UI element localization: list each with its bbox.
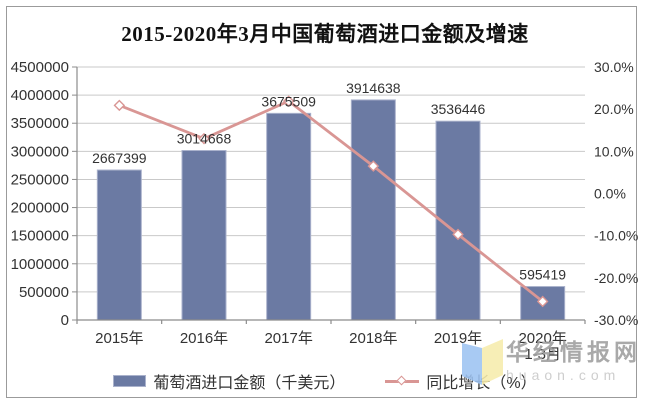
x-axis-sublabel: 1-3月 bbox=[524, 346, 561, 363]
yoy-growth-marker-2017年 bbox=[282, 95, 295, 107]
y-axis-right-tick-label: -10.0% bbox=[594, 228, 638, 244]
bar-value-label: 595419 bbox=[519, 267, 566, 283]
yoy-growth-marker-2015年 bbox=[113, 99, 126, 112]
x-axis-label: 2017年 bbox=[264, 330, 312, 347]
y-axis-right-tick-label: -20.0% bbox=[594, 270, 638, 286]
y-axis-left-tick-label: 4000000 bbox=[11, 87, 69, 104]
bar-value-label: 3014668 bbox=[177, 131, 232, 147]
y-axis-left-tick-label: 1500000 bbox=[11, 228, 69, 245]
y-axis-right-tick-label: 30.0% bbox=[594, 59, 634, 75]
y-axis-left-tick-label: 3500000 bbox=[11, 115, 69, 132]
y-axis-left-tick-label: 2000000 bbox=[11, 200, 69, 217]
bar-value-label: 3914638 bbox=[346, 80, 401, 96]
watermark-site-url: huaon.com bbox=[506, 367, 621, 383]
yoy-growth-marker-2020年 bbox=[536, 295, 549, 308]
legend-bar-swatch-icon bbox=[113, 375, 147, 387]
y-axis-left-tick-label: 1000000 bbox=[11, 256, 69, 273]
yoy-growth-marker-2019年 bbox=[452, 228, 464, 241]
bar-2018年 bbox=[350, 99, 396, 321]
x-axis-label: 2015年 bbox=[95, 330, 143, 347]
legend-line-diamond-icon bbox=[396, 375, 407, 386]
y-axis-left-tick-label: 0 bbox=[61, 312, 69, 329]
y-axis-left-tick-label: 3000000 bbox=[11, 143, 69, 160]
yoy-growth-marker-2016年 bbox=[198, 132, 210, 145]
legend-label-import-amount: 葡萄酒进口金额（千美元） bbox=[153, 375, 346, 392]
y-axis-right-tick-label: 0.0% bbox=[594, 186, 626, 202]
x-axis-label: 2019年 bbox=[434, 330, 482, 347]
yoy-growth-line bbox=[117, 99, 545, 303]
bar-2017年 bbox=[266, 112, 312, 321]
x-axis-label: 2018年 bbox=[349, 330, 397, 347]
watermark-text: 华经情报网 huaon.com bbox=[506, 339, 641, 383]
bar-2019年 bbox=[435, 120, 481, 321]
watermark: 华经情报网 huaon.com bbox=[461, 339, 641, 386]
y-axis-left-tick-label: 500000 bbox=[19, 284, 69, 301]
watermark-book-icon bbox=[462, 339, 503, 385]
bar-2016年 bbox=[181, 150, 227, 321]
legend-line-swatch-icon bbox=[385, 375, 420, 387]
x-axis-label: 2016年 bbox=[180, 330, 228, 347]
bar-2015年 bbox=[96, 169, 142, 321]
bar-value-label: 3675509 bbox=[261, 93, 316, 109]
watermark-site-name: 华经情报网 bbox=[506, 339, 641, 365]
bar-value-label: 2667399 bbox=[92, 150, 147, 166]
yoy-growth-marker-2018年 bbox=[367, 160, 380, 172]
y-axis-left-tick-label: 4500000 bbox=[11, 59, 69, 76]
bar-value-label: 3536446 bbox=[431, 101, 486, 117]
chart-title: 2015-2020年3月中国葡萄酒进口金额及增速 bbox=[121, 22, 529, 46]
y-axis-right-tick-label: 10.0% bbox=[594, 143, 634, 159]
legend-item-import-amount: 葡萄酒进口金额（千美元） bbox=[113, 369, 345, 393]
y-axis-right-tick-label: 20.0% bbox=[594, 101, 634, 117]
x-axis-label: 2020年 bbox=[518, 330, 566, 347]
y-axis-left-tick-label: 2500000 bbox=[11, 171, 69, 188]
y-axis-right-tick-label: -30.0% bbox=[594, 312, 638, 328]
